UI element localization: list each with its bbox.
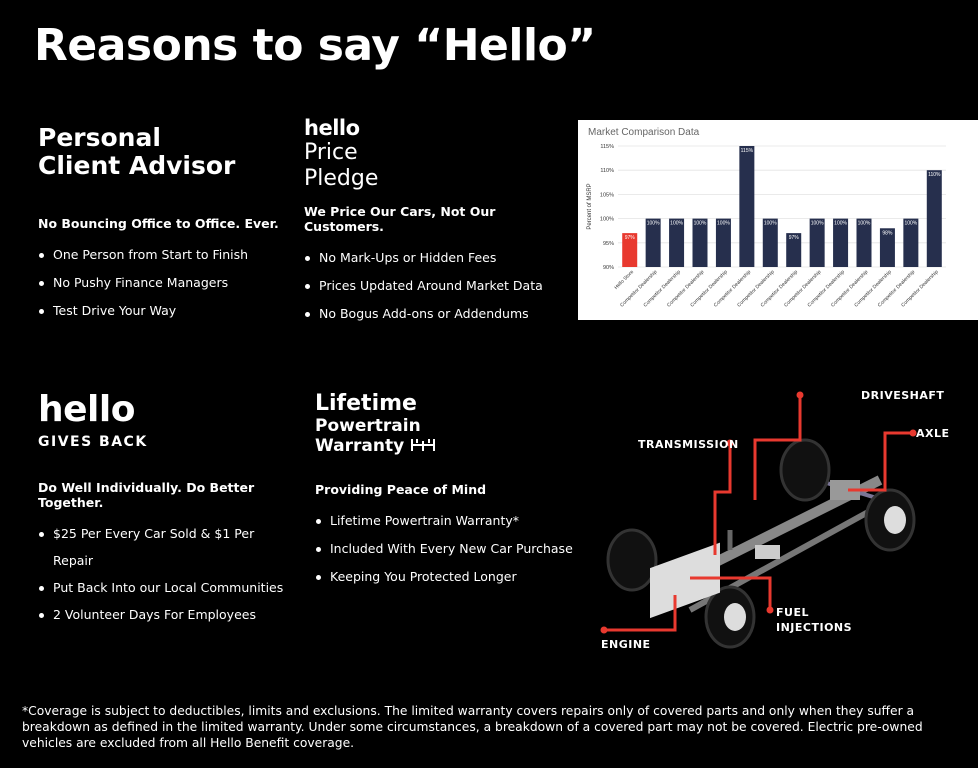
bar	[856, 218, 872, 267]
data-label: 97%	[789, 235, 800, 241]
bar	[692, 218, 708, 267]
list-item: No Pushy Finance Managers	[38, 269, 288, 297]
list-item: Keeping You Protected Longer	[315, 563, 585, 591]
drivetrain-icon	[411, 439, 436, 451]
gives-back-label: GIVES BACK	[38, 434, 148, 450]
data-label: 110%	[928, 172, 941, 178]
label-engine: ENGINE	[601, 638, 651, 651]
bar	[786, 233, 802, 267]
section-gives-back: hello GIVES BACK Do Well Individually. D…	[38, 392, 298, 628]
bar	[622, 233, 638, 267]
hello-logo: hello	[38, 389, 135, 430]
data-label: 98%	[882, 230, 893, 236]
list-item: Included With Every New Car Purchase	[315, 535, 585, 563]
bar	[645, 218, 661, 267]
callout-lines	[604, 395, 913, 632]
footnote: *Coverage is subject to deductibles, lim…	[22, 704, 923, 750]
section-title: Personal Client Advisor	[38, 123, 236, 180]
label-axle: AXLE	[916, 427, 950, 440]
list-item: Test Drive Your Way	[38, 297, 288, 325]
chart-svg: Market Comparison Data 90% 95% 100% 105% 110%…	[587, 127, 946, 309]
y-tick-label: 105%	[600, 192, 614, 198]
chassis-illustration	[600, 391, 917, 649]
y-tick-label: 115%	[600, 144, 614, 150]
y-tick-label: 95%	[603, 241, 614, 247]
bar	[809, 218, 825, 267]
y-tick-label: 90%	[603, 265, 614, 271]
data-label: 100%	[670, 221, 683, 227]
data-label: 100%	[904, 221, 917, 227]
x-tick-label: Hello Store	[613, 269, 635, 291]
section-subtitle: No Bouncing Office to Office. Ever.	[38, 216, 279, 231]
chart-title: Market Comparison Data	[588, 127, 700, 138]
section-title: Price Pledge	[304, 140, 379, 191]
data-label: 100%	[764, 221, 777, 227]
list-item: No Mark-Ups or Hidden Fees	[304, 244, 574, 272]
label-transmission: TRANSMISSION	[638, 438, 739, 451]
data-label: 100%	[858, 221, 871, 227]
label-fuel-injections: FUEL INJECTIONS	[776, 606, 853, 634]
bar	[739, 146, 755, 267]
list-item: One Person from Start to Finish	[38, 241, 288, 269]
y-tick-label: 100%	[600, 217, 614, 223]
data-label: 97%	[625, 235, 636, 241]
bar	[833, 218, 849, 267]
bar	[926, 170, 942, 267]
page-title: Reasons to say “Hello”	[34, 20, 596, 71]
label-driveshaft: DRIVESHAFT	[861, 389, 945, 402]
section-subtitle: Do Well Individually. Do Better Together…	[38, 480, 255, 510]
section-powertrain-warranty: Lifetime Powertrain Warranty Providing P…	[315, 392, 585, 591]
bar	[903, 218, 919, 267]
section-subtitle: We Price Our Cars, Not Our Customers.	[304, 204, 496, 234]
chassis-diagram: DRIVESHAFT AXLE TRANSMISSION FUEL INJECTI…	[590, 380, 978, 660]
data-label: 100%	[717, 221, 730, 227]
wheels	[606, 438, 916, 649]
differential	[830, 480, 860, 500]
data-label: 100%	[647, 221, 660, 227]
section-subtitle: Providing Peace of Mind	[315, 482, 487, 497]
market-comparison-chart: Market Comparison Data 90% 95% 100% 105% 110%…	[578, 120, 978, 320]
list-item: Prices Updated Around Market Data	[304, 272, 574, 300]
list-item: No Bogus Add-ons or Addendums	[304, 300, 574, 328]
list-item: Lifetime Powertrain Warranty*	[315, 507, 585, 535]
section-personal-advisor: Personal Client Advisor No Bouncing Offic…	[38, 124, 288, 325]
data-label: 100%	[694, 221, 707, 227]
section-title: Lifetime Powertrain Warranty	[315, 392, 585, 456]
data-label: 100%	[834, 221, 847, 227]
list-item: Put Back Into our Local Communities	[38, 574, 298, 601]
section-price-pledge: hello Price Pledge We Price Our Cars, Not…	[304, 116, 574, 328]
data-label: 100%	[811, 221, 824, 227]
bar	[669, 218, 685, 267]
list-item: 2 Volunteer Days For Employees	[38, 601, 298, 628]
y-axis-label: Percent of MSRP	[587, 183, 593, 229]
y-tick-label: 110%	[600, 168, 614, 174]
bar	[715, 218, 731, 267]
hello-logo: hello	[304, 116, 360, 140]
engine-block	[650, 480, 860, 619]
bar	[879, 228, 895, 267]
list-item: $25 Per Every Car Sold & $1 Per Repair	[38, 520, 298, 574]
data-label: 115%	[741, 148, 754, 154]
bar	[762, 218, 778, 267]
